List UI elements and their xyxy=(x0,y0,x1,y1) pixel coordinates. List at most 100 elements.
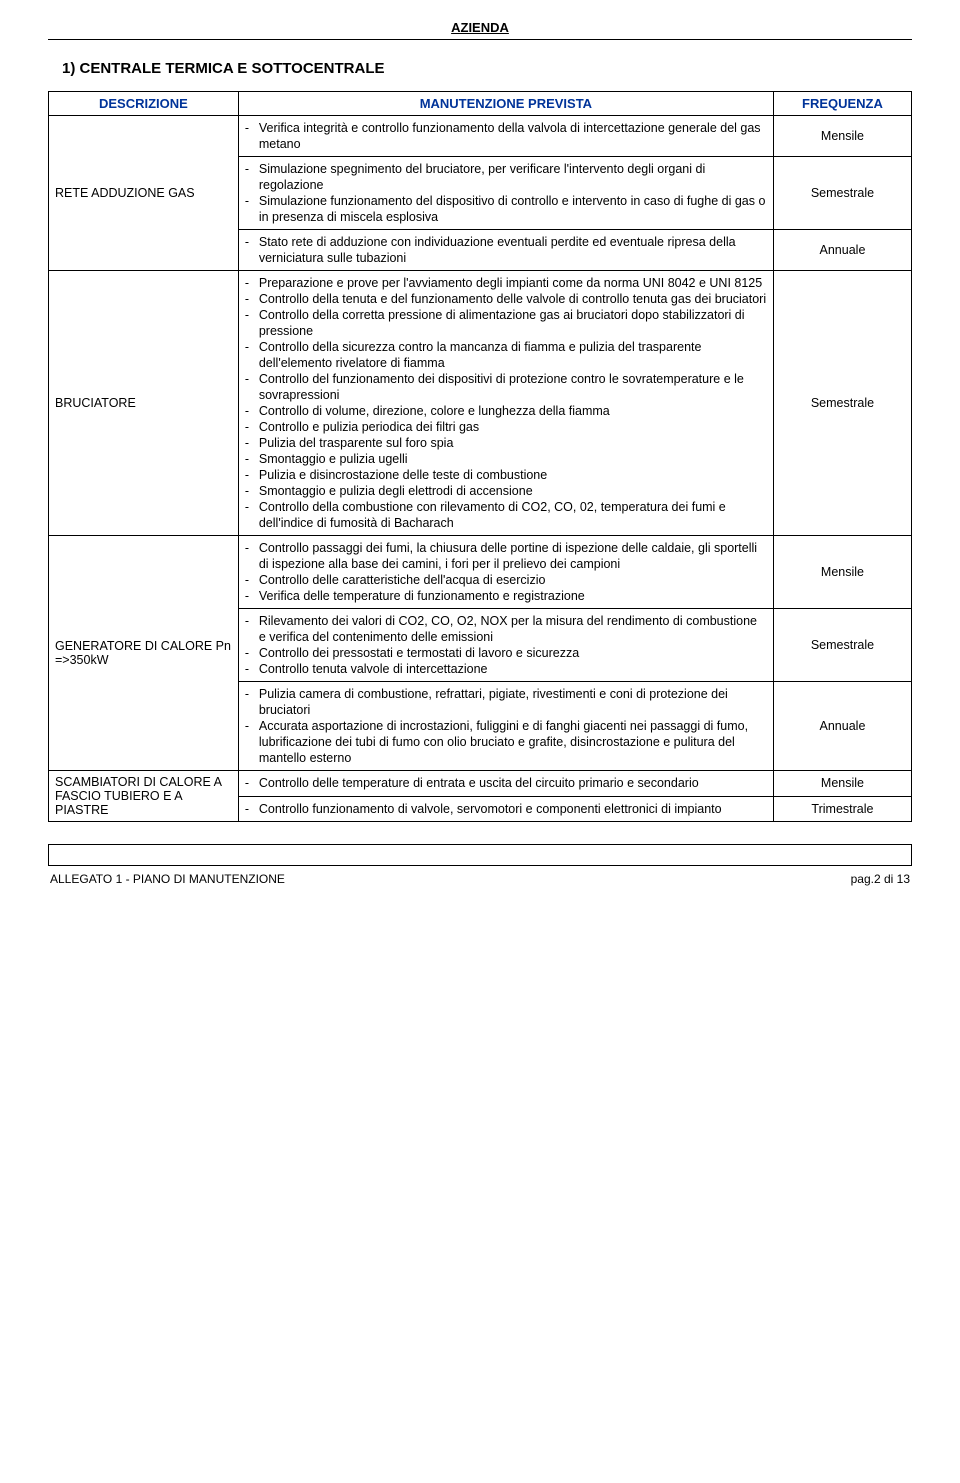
maintenance-item: -Simulazione funzionamento del dispositi… xyxy=(245,193,767,225)
cell-manutenzione: -Simulazione spegnimento del bruciatore,… xyxy=(238,157,773,230)
dash-icon: - xyxy=(245,467,259,483)
maintenance-item: -Pulizia e disincrostazione delle teste … xyxy=(245,467,767,483)
cell-frequenza: Semestrale xyxy=(773,609,911,682)
maintenance-item-text: Controllo di volume, direzione, colore e… xyxy=(259,403,767,419)
dash-icon: - xyxy=(245,193,259,209)
cell-manutenzione: -Rilevamento dei valori di CO2, CO, O2, … xyxy=(238,609,773,682)
maintenance-item: -Controllo dei pressostati e termostati … xyxy=(245,645,767,661)
maintenance-item: -Controllo della tenuta e del funzioname… xyxy=(245,291,767,307)
maintenance-item-text: Simulazione spegnimento del bruciatore, … xyxy=(259,161,767,193)
dash-icon: - xyxy=(245,371,259,387)
footer-right: pag.2 di 13 xyxy=(851,872,910,886)
maintenance-item: -Controllo della combustione con rilevam… xyxy=(245,499,767,531)
maintenance-item-text: Controllo delle caratteristiche dell'acq… xyxy=(259,572,767,588)
cell-frequenza: Mensile xyxy=(773,771,911,797)
cell-descrizione: BRUCIATORE xyxy=(49,271,239,536)
company-header: AZIENDA xyxy=(48,20,912,35)
dash-icon: - xyxy=(245,483,259,499)
cell-frequenza: Annuale xyxy=(773,682,911,771)
maintenance-item-text: Accurata asportazione di incrostazioni, … xyxy=(259,718,767,766)
dash-icon: - xyxy=(245,419,259,435)
maintenance-item: -Controllo della sicurezza contro la man… xyxy=(245,339,767,371)
maintenance-item: -Smontaggio e pulizia degli elettrodi di… xyxy=(245,483,767,499)
maintenance-item: -Simulazione spegnimento del bruciatore,… xyxy=(245,161,767,193)
maintenance-item-text: Stato rete di adduzione con individuazio… xyxy=(259,234,767,266)
cell-manutenzione: -Controllo delle temperature di entrata … xyxy=(238,771,773,797)
footer-line: ALLEGATO 1 - PIANO DI MANUTENZIONE pag.2… xyxy=(48,872,912,886)
footer-box xyxy=(48,844,912,866)
cell-manutenzione: -Verifica integrità e controllo funziona… xyxy=(238,116,773,157)
maintenance-item-text: Controllo della corretta pressione di al… xyxy=(259,307,767,339)
table-header-row: DESCRIZIONE MANUTENZIONE PREVISTA FREQUE… xyxy=(49,92,912,116)
maintenance-item: -Controllo tenuta valvole di intercettaz… xyxy=(245,661,767,677)
cell-frequenza: Annuale xyxy=(773,230,911,271)
maintenance-item-text: Controllo e pulizia periodica dei filtri… xyxy=(259,419,767,435)
cell-manutenzione: -Controllo passaggi dei fumi, la chiusur… xyxy=(238,536,773,609)
dash-icon: - xyxy=(245,540,259,556)
section-title: 1) CENTRALE TERMICA E SOTTOCENTRALE xyxy=(62,60,912,77)
maintenance-item: -Controllo e pulizia periodica dei filtr… xyxy=(245,419,767,435)
dash-icon: - xyxy=(245,588,259,604)
table-row: SCAMBIATORI DI CALORE A FASCIO TUBIERO E… xyxy=(49,771,912,797)
maintenance-item-text: Simulazione funzionamento del dispositiv… xyxy=(259,193,767,225)
maintenance-item-text: Rilevamento dei valori di CO2, CO, O2, N… xyxy=(259,613,767,645)
maintenance-item-text: Pulizia e disincrostazione delle teste d… xyxy=(259,467,767,483)
dash-icon: - xyxy=(245,613,259,629)
cell-manutenzione: -Preparazione e prove per l'avviamento d… xyxy=(238,271,773,536)
dash-icon: - xyxy=(245,435,259,451)
dash-icon: - xyxy=(245,686,259,702)
maintenance-item: -Controllo delle caratteristiche dell'ac… xyxy=(245,572,767,588)
dash-icon: - xyxy=(245,572,259,588)
maintenance-item: -Controllo di volume, direzione, colore … xyxy=(245,403,767,419)
cell-manutenzione: -Stato rete di adduzione con individuazi… xyxy=(238,230,773,271)
header-rule xyxy=(48,39,912,40)
maintenance-item: -Stato rete di adduzione con individuazi… xyxy=(245,234,767,266)
dash-icon: - xyxy=(245,801,259,817)
maintenance-item-text: Controllo della sicurezza contro la manc… xyxy=(259,339,767,371)
maintenance-item-text: Smontaggio e pulizia ugelli xyxy=(259,451,767,467)
dash-icon: - xyxy=(245,120,259,136)
maintenance-item-text: Controllo tenuta valvole di intercettazi… xyxy=(259,661,767,677)
dash-icon: - xyxy=(245,499,259,515)
table-row: BRUCIATORE-Preparazione e prove per l'av… xyxy=(49,271,912,536)
th-frequenza: FREQUENZA xyxy=(773,92,911,116)
maintenance-item: -Pulizia camera di combustione, refratta… xyxy=(245,686,767,718)
maintenance-item: -Controllo passaggi dei fumi, la chiusur… xyxy=(245,540,767,572)
maintenance-item-text: Controllo dei pressostati e termostati d… xyxy=(259,645,767,661)
maintenance-item-text: Controllo funzionamento di valvole, serv… xyxy=(259,801,767,817)
maintenance-item: -Pulizia del trasparente sul foro spia xyxy=(245,435,767,451)
dash-icon: - xyxy=(245,339,259,355)
cell-descrizione: RETE ADDUZIONE GAS xyxy=(49,116,239,271)
footer-left: ALLEGATO 1 - PIANO DI MANUTENZIONE xyxy=(50,872,285,886)
maintenance-item: -Verifica integrità e controllo funziona… xyxy=(245,120,767,152)
maintenance-item: -Preparazione e prove per l'avviamento d… xyxy=(245,275,767,291)
maintenance-item: -Rilevamento dei valori di CO2, CO, O2, … xyxy=(245,613,767,645)
cell-manutenzione: -Pulizia camera di combustione, refratta… xyxy=(238,682,773,771)
th-descrizione: DESCRIZIONE xyxy=(49,92,239,116)
cell-descrizione: GENERATORE DI CALORE Pn =>350kW xyxy=(49,536,239,771)
maintenance-item-text: Verifica integrità e controllo funzionam… xyxy=(259,120,767,152)
dash-icon: - xyxy=(245,775,259,791)
dash-icon: - xyxy=(245,645,259,661)
dash-icon: - xyxy=(245,403,259,419)
maintenance-item-text: Controllo della combustione con rilevame… xyxy=(259,499,767,531)
dash-icon: - xyxy=(245,661,259,677)
dash-icon: - xyxy=(245,161,259,177)
dash-icon: - xyxy=(245,275,259,291)
dash-icon: - xyxy=(245,291,259,307)
maintenance-item: -Controllo della corretta pressione di a… xyxy=(245,307,767,339)
maintenance-item-text: Smontaggio e pulizia degli elettrodi di … xyxy=(259,483,767,499)
maintenance-item-text: Controllo delle temperature di entrata e… xyxy=(259,775,767,791)
maintenance-item: -Controllo delle temperature di entrata … xyxy=(245,775,767,791)
cell-frequenza: Mensile xyxy=(773,116,911,157)
maintenance-item-text: Controllo del funzionamento dei disposit… xyxy=(259,371,767,403)
maintenance-item-text: Pulizia camera di combustione, refrattar… xyxy=(259,686,767,718)
cell-frequenza: Trimestrale xyxy=(773,796,911,822)
maintenance-item-text: Controllo della tenuta e del funzionamen… xyxy=(259,291,767,307)
maintenance-table: DESCRIZIONE MANUTENZIONE PREVISTA FREQUE… xyxy=(48,91,912,822)
maintenance-item-text: Preparazione e prove per l'avviamento de… xyxy=(259,275,767,291)
maintenance-item-text: Pulizia del trasparente sul foro spia xyxy=(259,435,767,451)
dash-icon: - xyxy=(245,234,259,250)
maintenance-item-text: Controllo passaggi dei fumi, la chiusura… xyxy=(259,540,767,572)
cell-frequenza: Semestrale xyxy=(773,271,911,536)
